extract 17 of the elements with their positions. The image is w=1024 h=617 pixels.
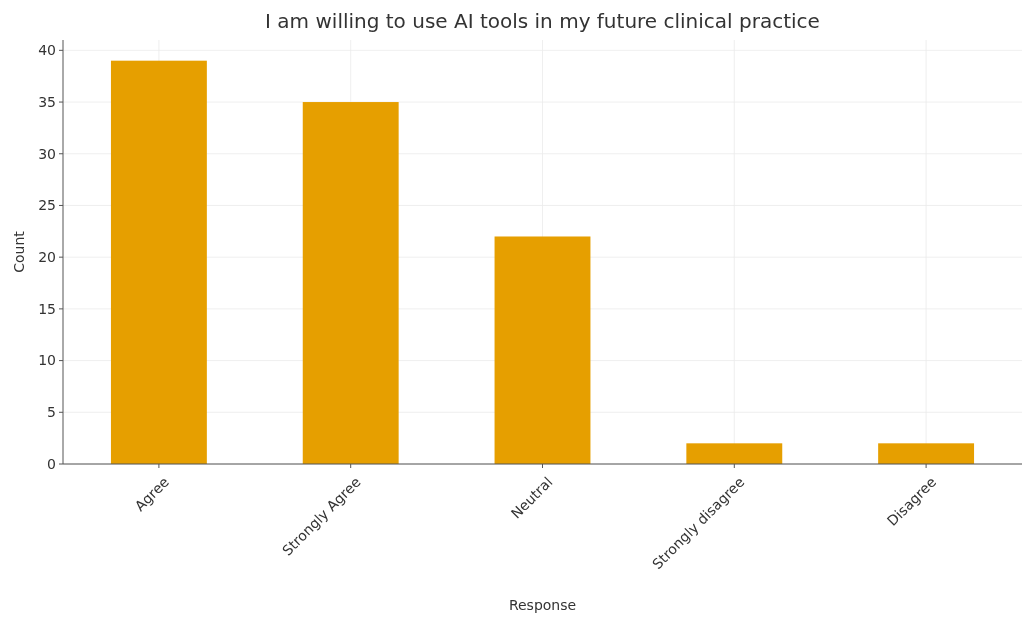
y-tick-label: 20 [38, 249, 56, 266]
x-axis-title: Response [508, 597, 577, 613]
y-tick-label: 10 [38, 352, 56, 369]
y-tick-label: 25 [38, 197, 56, 214]
y-tick-label: 0 [47, 455, 56, 472]
bar [878, 443, 975, 464]
bar [302, 102, 399, 464]
y-tick-label: 40 [38, 42, 56, 59]
y-tick-label: 15 [38, 300, 56, 317]
y-tick-label: 35 [38, 93, 56, 110]
bar [494, 236, 591, 464]
bar [686, 443, 783, 464]
y-tick-label: 5 [47, 404, 56, 421]
y-tick-label: 30 [38, 145, 56, 162]
y-axis-title: Count [11, 230, 27, 273]
bar [110, 60, 207, 464]
chart-title: I am willing to use AI tools in my future clinical practice [265, 9, 820, 33]
